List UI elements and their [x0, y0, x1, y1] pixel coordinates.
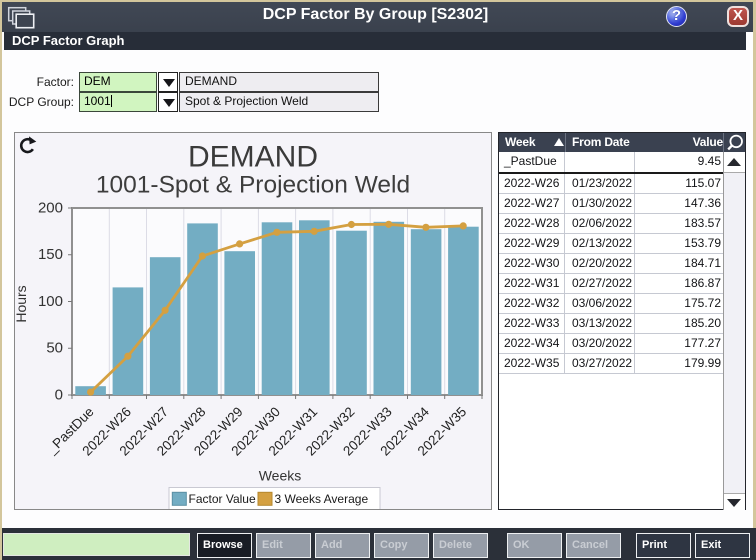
svg-text:Hours: Hours: [15, 285, 29, 322]
svg-text:50: 50: [46, 340, 63, 357]
svg-text:1001-Spot & Projection Weld: 1001-Spot & Projection Weld: [96, 172, 410, 199]
svg-text:3 Weeks Average: 3 Weeks Average: [275, 492, 369, 506]
svg-text:DEMAND: DEMAND: [188, 141, 318, 174]
svg-text:200: 200: [38, 199, 63, 216]
svg-text:100: 100: [38, 293, 63, 310]
svg-text:150: 150: [38, 246, 63, 263]
svg-text:Factor Value: Factor Value: [189, 492, 256, 506]
svg-text:Weeks: Weeks: [259, 468, 302, 484]
svg-text:0: 0: [55, 386, 63, 403]
